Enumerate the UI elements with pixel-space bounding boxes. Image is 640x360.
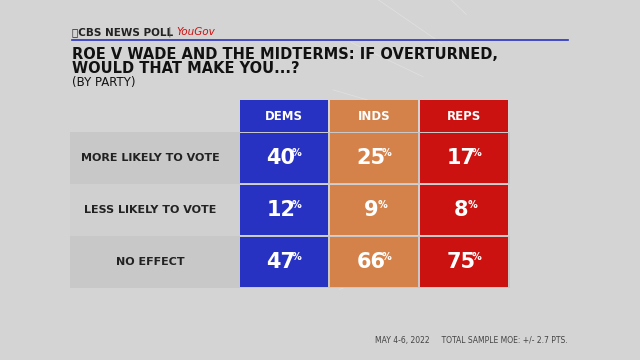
Text: 9: 9	[364, 200, 378, 220]
Text: MORE LIKELY TO VOTE: MORE LIKELY TO VOTE	[81, 153, 220, 163]
FancyBboxPatch shape	[240, 185, 328, 235]
Text: REPS: REPS	[447, 109, 481, 122]
FancyBboxPatch shape	[70, 132, 510, 184]
Text: %: %	[467, 200, 477, 210]
Text: 8: 8	[454, 200, 468, 220]
Text: %: %	[291, 252, 301, 262]
Text: INDS: INDS	[358, 109, 390, 122]
Text: %: %	[381, 252, 391, 262]
Text: %: %	[291, 200, 301, 210]
FancyBboxPatch shape	[420, 100, 508, 132]
FancyBboxPatch shape	[420, 185, 508, 235]
Text: %: %	[291, 148, 301, 158]
Text: %: %	[377, 200, 387, 210]
FancyBboxPatch shape	[240, 133, 328, 183]
Text: ⓈCBS NEWS POLL: ⓈCBS NEWS POLL	[72, 27, 173, 37]
FancyBboxPatch shape	[70, 184, 510, 236]
FancyBboxPatch shape	[240, 237, 328, 287]
Text: MAY 4-6, 2022     TOTAL SAMPLE MOE: +/- 2.7 PTS.: MAY 4-6, 2022 TOTAL SAMPLE MOE: +/- 2.7 …	[376, 336, 568, 345]
FancyBboxPatch shape	[330, 133, 418, 183]
Text: 47: 47	[266, 252, 296, 272]
Text: WOULD THAT MAKE YOU...?: WOULD THAT MAKE YOU...?	[72, 60, 300, 76]
Text: 66: 66	[356, 252, 385, 272]
FancyBboxPatch shape	[330, 100, 418, 132]
Text: %: %	[472, 252, 481, 262]
FancyBboxPatch shape	[330, 185, 418, 235]
Text: ROE V WADE AND THE MIDTERMS: IF OVERTURNED,: ROE V WADE AND THE MIDTERMS: IF OVERTURN…	[72, 46, 498, 62]
Text: 75: 75	[447, 252, 476, 272]
Text: %: %	[381, 148, 391, 158]
Text: NO EFFECT: NO EFFECT	[116, 257, 184, 267]
Text: 25: 25	[356, 148, 385, 168]
Text: |: |	[168, 27, 172, 37]
FancyBboxPatch shape	[70, 236, 510, 288]
Text: 17: 17	[447, 148, 476, 168]
FancyBboxPatch shape	[330, 237, 418, 287]
FancyBboxPatch shape	[240, 100, 328, 132]
FancyBboxPatch shape	[70, 184, 510, 236]
FancyBboxPatch shape	[420, 133, 508, 183]
Text: 12: 12	[266, 200, 296, 220]
Text: 40: 40	[266, 148, 296, 168]
Text: (BY PARTY): (BY PARTY)	[72, 76, 136, 89]
FancyBboxPatch shape	[420, 237, 508, 287]
Text: YouGov: YouGov	[176, 27, 215, 37]
Text: DEMS: DEMS	[265, 109, 303, 122]
Text: LESS LIKELY TO VOTE: LESS LIKELY TO VOTE	[84, 205, 216, 215]
Text: %: %	[472, 148, 481, 158]
